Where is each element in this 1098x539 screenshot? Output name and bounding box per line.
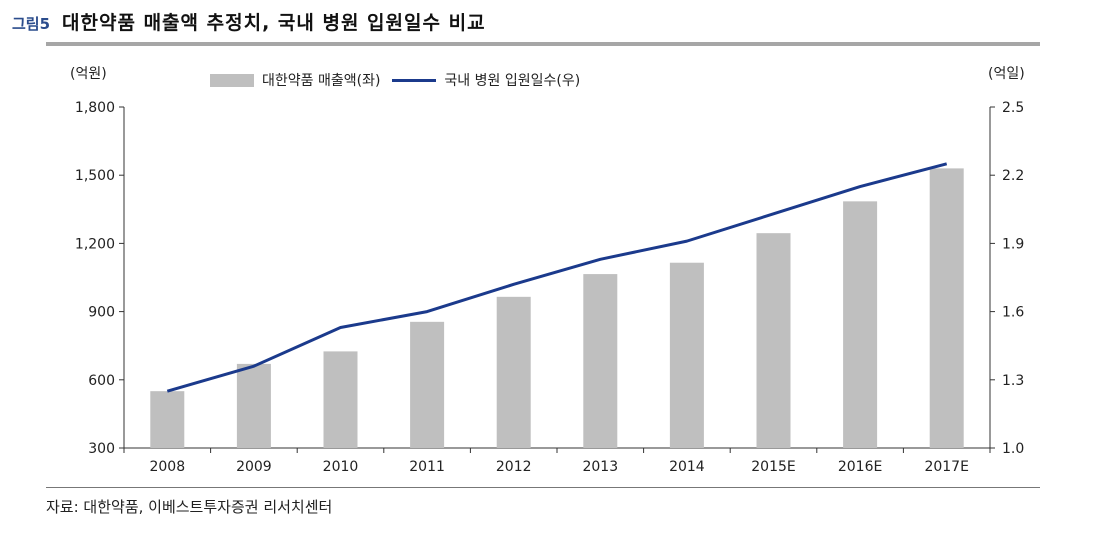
legend-bar-swatch [210,73,254,87]
x-tick-label: 2012 [496,459,532,475]
bar [929,168,964,448]
bar [843,201,878,448]
chart-title: 대한약품 매출액 추정치, 국내 병원 입원일수 비교 [62,12,486,34]
left-tick-label: 600 [88,373,115,389]
left-tick-label: 1,500 [75,168,115,184]
left-axis-unit: (억원) [70,66,107,82]
bar [496,296,531,448]
x-tick-label: 2014 [669,459,705,475]
legend-line-label: 국내 병원 입원일수(우) [444,73,581,89]
x-tick-label: 2009 [236,459,272,475]
bar [410,321,445,448]
x-tick-label: 2016E [838,459,882,475]
legend: 대한약품 매출액(좌) 국내 병원 입원일수(우) [210,70,580,90]
bar [323,351,358,448]
x-tick-label: 2011 [409,459,445,475]
title-divider [46,42,1040,46]
left-tick-label: 1,200 [75,236,115,252]
x-tick-label: 2013 [582,459,618,475]
figure-label: 그림5 [12,15,51,33]
x-tick-label: 2008 [149,459,185,475]
line-series [166,162,948,393]
bar [150,391,185,448]
bar [236,363,271,448]
legend-item-line: 국내 병원 입원일수(우) [392,70,580,90]
footer-divider [46,487,1040,488]
right-tick-label: 1.0 [1002,441,1024,457]
right-tick-label: 1.3 [1002,373,1024,389]
bar [583,274,618,448]
right-tick-label: 2.2 [1002,168,1024,184]
source-note: 자료: 대한약품, 이베스트투자증권 리서치센터 [46,498,333,516]
legend-item-bar: 대한약품 매출액(좌) [210,70,380,90]
figure-header: 그림5 대한약품 매출액 추정치, 국내 병원 입원일수 비교 [12,8,486,38]
right-tick-label: 1.9 [1002,236,1024,252]
legend-line-swatch [392,78,437,82]
left-tick-label: 900 [88,305,115,321]
left-tick-label: 300 [88,441,115,457]
right-tick-label: 2.5 [1002,100,1024,116]
bar [756,233,791,448]
right-tick-label: 1.6 [1002,305,1024,321]
right-axis-unit: (억일) [988,66,1025,82]
legend-bar-label: 대한약품 매출액(좌) [262,73,381,89]
bar [669,262,704,448]
x-tick-label: 2010 [323,459,359,475]
left-tick-label: 1,800 [75,100,115,116]
x-tick-label: 2017E [924,459,968,475]
x-tick-label: 2015E [751,459,795,475]
